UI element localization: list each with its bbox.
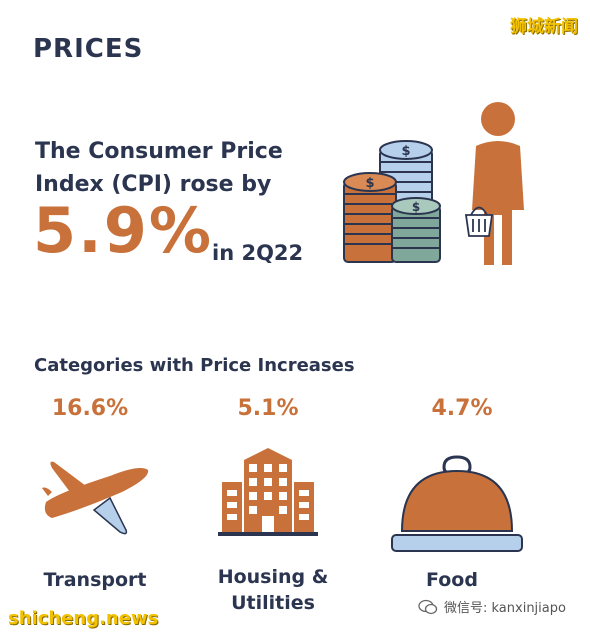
svg-text:$: $: [412, 200, 420, 214]
food-cloche-icon: [391, 455, 523, 552]
watermark-wechat: 微信号: kanxinjiapo: [418, 597, 566, 616]
transport-pct: 16.6%: [51, 396, 129, 421]
airplane-icon: [42, 461, 149, 535]
food-label: Food: [426, 569, 478, 591]
transport-label: Transport: [43, 569, 147, 591]
wechat-icon: [418, 599, 438, 614]
cpi-period: in 2Q22: [212, 241, 304, 265]
wechat-id: 微信号: kanxinjiapo: [444, 601, 566, 616]
watermark-top: 狮城新闻: [510, 17, 578, 37]
shopper-person-icon: [464, 102, 524, 265]
food-pct: 4.7%: [431, 396, 493, 421]
svg-text:$: $: [365, 176, 374, 191]
watermark-shicheng: shicheng.news: [8, 608, 159, 629]
categories-heading: Categories with Price Increases: [34, 355, 355, 376]
svg-text:$: $: [401, 144, 410, 159]
cpi-value: 5.9%: [33, 194, 213, 267]
buildings-icon: [218, 448, 318, 536]
headline-line2: Index (CPI) rose by: [35, 172, 272, 197]
headline-line1: The Consumer Price: [35, 139, 283, 164]
section-title: PRICES: [33, 34, 144, 64]
housing-pct: 5.1%: [237, 396, 299, 421]
housing-label-line2: Utilities: [231, 592, 315, 614]
housing-label-line1: Housing &: [217, 566, 329, 588]
coin-stacks-icon: $ $ $: [343, 140, 441, 263]
